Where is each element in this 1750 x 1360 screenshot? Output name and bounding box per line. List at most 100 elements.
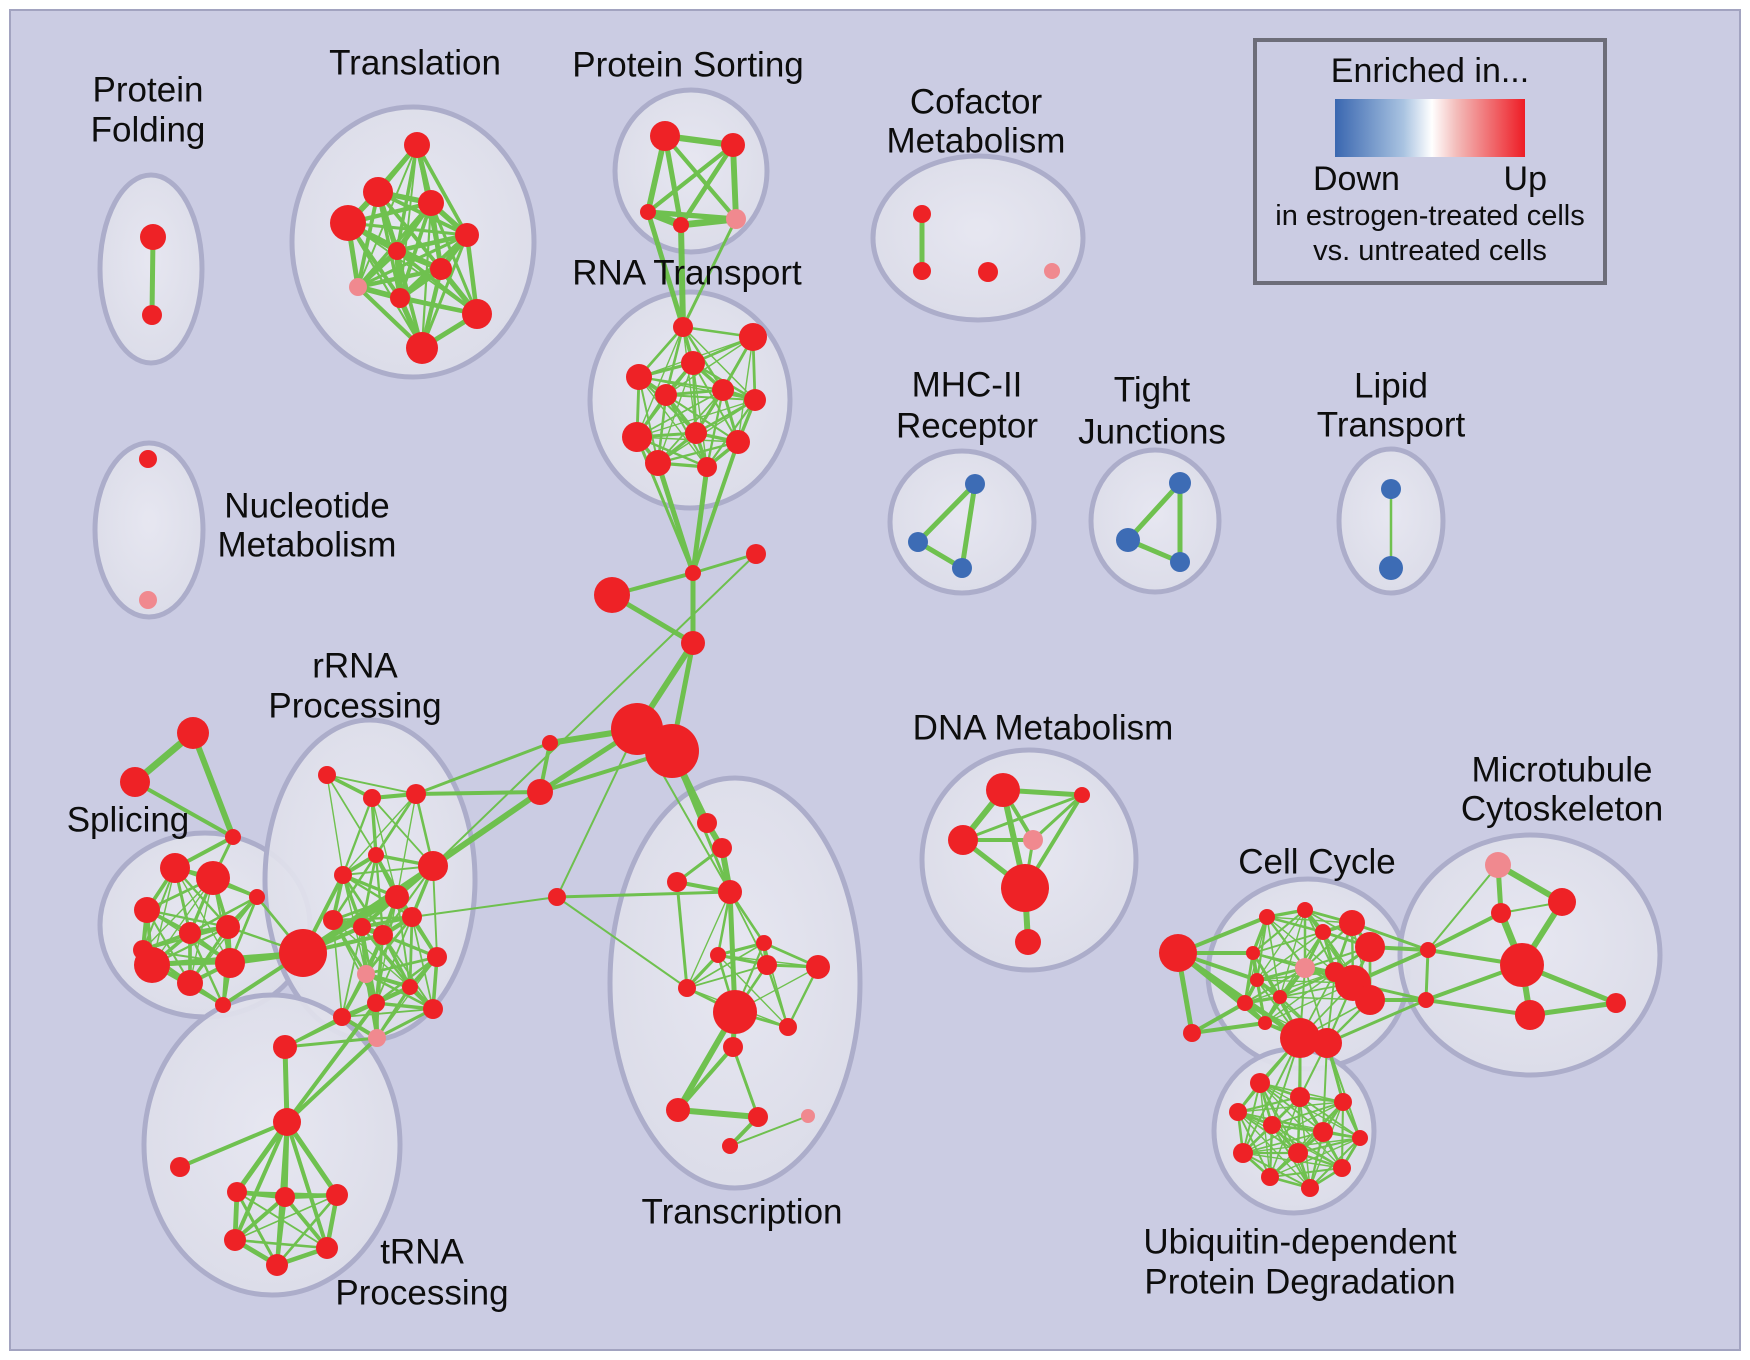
edge xyxy=(145,908,192,985)
edge xyxy=(1424,948,1430,1002)
gene-set-node xyxy=(177,717,209,749)
edge xyxy=(705,388,725,469)
gene-set-node xyxy=(1044,263,1060,279)
gene-set-node xyxy=(406,332,438,364)
gene-set-node xyxy=(594,577,630,613)
edge xyxy=(1237,1111,1311,1189)
gene-set-node xyxy=(1250,973,1264,987)
gene-set-node xyxy=(139,591,157,609)
gene-set-node xyxy=(640,204,656,220)
cluster-trna-processing-label: Processing xyxy=(335,1274,508,1313)
edge xyxy=(662,133,684,228)
gene-set-node xyxy=(965,474,985,494)
edge xyxy=(364,955,439,976)
gene-set-node xyxy=(681,351,705,375)
edge xyxy=(678,142,736,228)
cluster-trna-processing-label: tRNA xyxy=(380,1233,464,1272)
cluster-protein-sorting-ellipse xyxy=(612,87,770,255)
edge xyxy=(1242,1131,1324,1154)
gene-set-node xyxy=(196,861,230,895)
edge xyxy=(283,1195,329,1250)
gene-set-node xyxy=(712,379,734,401)
gene-set-node xyxy=(455,223,479,247)
gene-set-node xyxy=(1237,995,1253,1011)
cluster-ubiquitin-dependent-protein-degradation-label: Protein Degradation xyxy=(1144,1263,1455,1302)
legend-box: Enriched in... Down Up in estrogen-treat… xyxy=(1253,38,1607,285)
edge xyxy=(1326,1042,1361,1139)
gene-set-node xyxy=(1023,830,1043,850)
edge xyxy=(1269,1101,1344,1178)
edge xyxy=(414,790,542,796)
legend-caption-line2: vs. untreated cells xyxy=(1313,235,1547,267)
gene-set-node xyxy=(462,299,492,329)
gene-set-node xyxy=(1290,1087,1310,1107)
gene-set-node xyxy=(318,766,336,784)
gene-set-node xyxy=(216,915,240,939)
gene-set-node xyxy=(1333,1159,1351,1177)
edge xyxy=(1256,971,1336,981)
gene-set-node xyxy=(1301,1179,1319,1197)
edge xyxy=(188,931,225,1007)
edge xyxy=(326,774,377,856)
edge xyxy=(682,326,756,401)
gene-set-node xyxy=(1258,1016,1272,1030)
edge xyxy=(326,774,417,795)
gene-set-node xyxy=(1312,1028,1342,1058)
edge xyxy=(411,896,558,918)
gene-set-node xyxy=(357,965,375,983)
cluster-microtubule-cytoskeleton-label: Microtubule xyxy=(1472,751,1653,790)
cluster-splicing-label: Splicing xyxy=(67,801,190,840)
edge xyxy=(149,234,156,318)
edge xyxy=(189,896,258,984)
gene-set-node xyxy=(1259,909,1275,925)
legend-caption-line1: in estrogen-treated cells xyxy=(1275,200,1585,232)
gene-set-node xyxy=(367,994,385,1012)
gene-set-node xyxy=(227,1182,247,1202)
cluster-translation-label: Translation xyxy=(329,44,501,83)
edge xyxy=(662,133,739,222)
edge xyxy=(356,190,380,289)
gene-set-node xyxy=(726,430,750,454)
gene-set-node xyxy=(1315,924,1331,940)
gene-set-node xyxy=(224,1229,246,1251)
edge xyxy=(1237,1101,1344,1113)
gene-set-node xyxy=(170,1157,190,1177)
gene-set-node xyxy=(744,389,766,411)
gene-set-node xyxy=(748,1107,768,1127)
gene-set-node xyxy=(1381,479,1401,499)
gene-set-node xyxy=(273,1108,301,1136)
edge xyxy=(1255,915,1269,982)
gene-set-node xyxy=(1261,1168,1279,1186)
edge xyxy=(1251,908,1307,955)
edge xyxy=(636,326,684,438)
cluster-protein-folding-label: Folding xyxy=(91,111,206,150)
cluster-mhc-ii-receptor-ellipse xyxy=(887,448,1037,596)
edge xyxy=(331,915,414,922)
edge xyxy=(233,1120,289,1242)
gene-set-node xyxy=(323,910,343,930)
gene-set-node xyxy=(666,1098,690,1122)
edge xyxy=(1252,931,1324,954)
gene-set-node xyxy=(368,847,384,863)
edge xyxy=(1125,480,1183,543)
legend-title: Enriched in... xyxy=(1330,52,1530,90)
edge xyxy=(375,916,413,1004)
edge xyxy=(665,394,739,443)
edge xyxy=(235,1190,279,1267)
gene-set-node xyxy=(801,1109,815,1123)
cluster-cofactor-metabolism-label: Metabolism xyxy=(887,122,1066,161)
gene-set-node xyxy=(418,851,448,881)
gene-set-node xyxy=(368,1029,386,1047)
gene-set-node xyxy=(363,789,381,807)
gene-set-node xyxy=(721,133,745,157)
edge xyxy=(636,399,756,438)
gene-set-node xyxy=(373,925,393,945)
cluster-nucleotide-metabolism-ellipse xyxy=(92,440,206,620)
gene-set-node xyxy=(1015,929,1041,955)
cluster-cell-cycle-label: Cell Cycle xyxy=(1238,843,1396,882)
gene-set-node xyxy=(626,364,652,390)
gene-set-node xyxy=(746,544,766,564)
gene-set-node xyxy=(363,177,393,207)
